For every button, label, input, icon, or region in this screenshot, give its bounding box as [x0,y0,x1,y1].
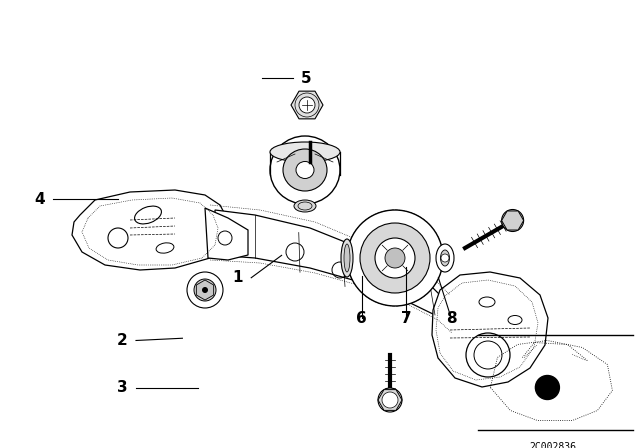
Ellipse shape [270,136,340,204]
Circle shape [187,272,223,308]
Polygon shape [196,280,214,300]
Polygon shape [378,390,402,410]
Circle shape [202,287,208,293]
Ellipse shape [294,200,316,212]
Circle shape [360,223,430,293]
Text: 8: 8 [446,310,456,326]
Text: 5: 5 [301,71,312,86]
Ellipse shape [296,161,314,178]
Text: 6: 6 [356,310,367,326]
Text: 2: 2 [117,333,128,348]
Polygon shape [205,208,248,260]
Circle shape [382,392,398,408]
Ellipse shape [344,244,350,272]
Ellipse shape [440,250,449,266]
Polygon shape [215,210,448,328]
Text: 4: 4 [34,192,45,207]
Circle shape [536,375,559,400]
Circle shape [378,388,402,412]
Circle shape [299,97,315,113]
Circle shape [347,210,443,306]
Text: 1: 1 [233,270,243,285]
Polygon shape [502,211,524,230]
Circle shape [441,254,449,262]
Text: 2C002836: 2C002836 [529,442,576,448]
Circle shape [385,248,405,268]
Circle shape [375,238,415,278]
Polygon shape [72,190,228,270]
Ellipse shape [341,239,353,277]
Polygon shape [291,91,323,119]
Circle shape [194,279,216,301]
Ellipse shape [270,142,340,162]
Text: 7: 7 [401,310,412,326]
Ellipse shape [283,149,327,191]
Text: 3: 3 [117,380,128,395]
Polygon shape [432,272,548,387]
Ellipse shape [436,244,454,272]
Circle shape [502,210,524,232]
